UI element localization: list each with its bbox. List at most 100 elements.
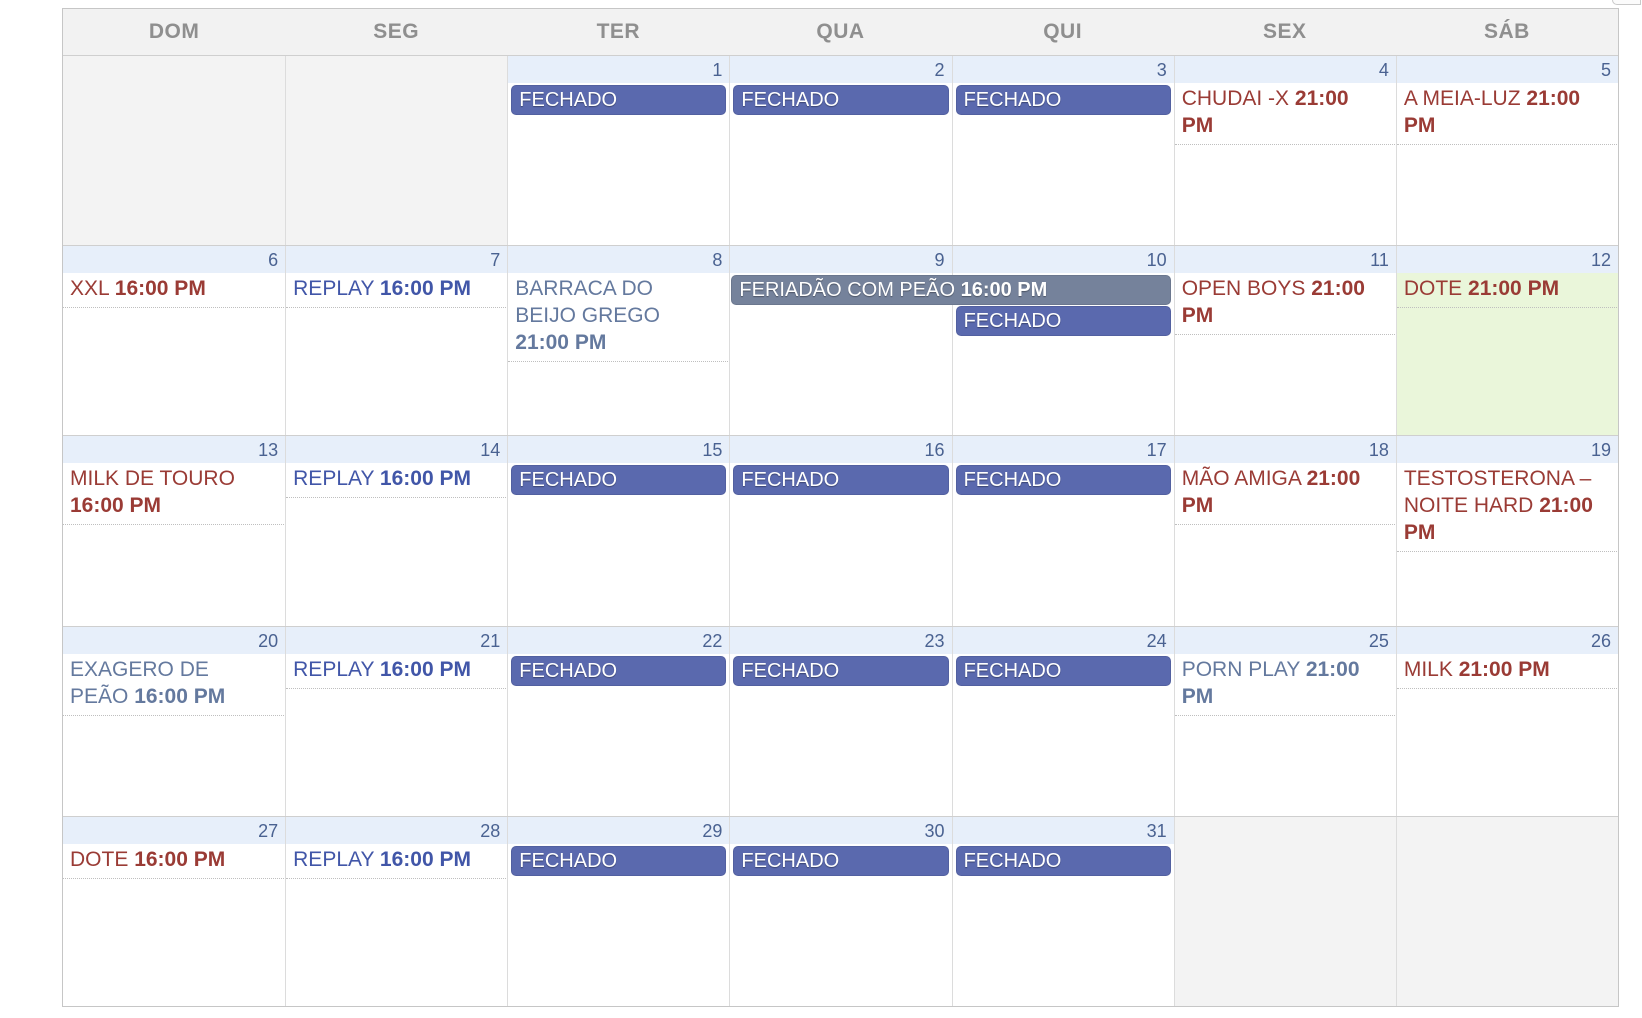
day-cell-12: 12 DOTE 21:00 PM xyxy=(1395,246,1618,436)
day-number-strip: 20 xyxy=(63,626,286,654)
day-number-strip: 2 xyxy=(730,56,952,83)
day-number[interactable]: 9 xyxy=(934,250,945,271)
calendar-event[interactable]: REPLAY 16:00 PM xyxy=(286,273,507,309)
multi-day-event-bar[interactable]: FERIADÃO COM PEÃO 16:00 PM xyxy=(731,275,1171,306)
event-time: 21:00 PM xyxy=(1181,87,1349,137)
day-number[interactable]: 26 xyxy=(1590,630,1611,651)
event-chip-fechado[interactable]: FECHADO xyxy=(733,845,949,876)
day-number[interactable]: 20 xyxy=(258,630,279,651)
day-number[interactable]: 10 xyxy=(1146,250,1167,271)
event-title: REPLAY xyxy=(293,847,375,871)
day-number[interactable]: 5 xyxy=(1600,60,1611,80)
event-chip-fechado[interactable]: FECHADO xyxy=(733,85,949,115)
day-number[interactable]: 8 xyxy=(712,250,723,271)
day-cell-7: 7 REPLAY 16:00 PM xyxy=(285,246,508,436)
day-number-strip: 31 xyxy=(952,816,1174,844)
day-number[interactable]: 31 xyxy=(1146,820,1167,841)
day-cell-19: 19 TESTOSTERONA – NOITE HARD 21:00 PM xyxy=(1395,436,1618,626)
day-number-strip: 23 xyxy=(730,626,952,654)
event-title: DOTE xyxy=(1403,277,1463,301)
day-cell-13: 13 MILK DE TOURO 16:00 PM xyxy=(63,436,286,626)
event-chip-fechado[interactable]: FECHADO xyxy=(511,845,727,876)
calendar-event[interactable]: TESTOSTERONA – NOITE HARD 21:00 PM xyxy=(1396,463,1617,553)
event-chip-fechado[interactable]: FECHADO xyxy=(511,85,727,115)
event-time: 21:00 PM xyxy=(1468,277,1560,301)
calendar-event[interactable]: REPLAY 16:00 PM xyxy=(286,654,507,689)
day-number[interactable]: 13 xyxy=(258,440,279,461)
calendar-event[interactable]: REPLAY 16:00 PM xyxy=(286,844,507,879)
calendar-event[interactable]: MÃO AMIGA 21:00 PM xyxy=(1174,463,1395,526)
event-chip-fechado[interactable]: FECHADO xyxy=(955,465,1171,496)
calendar-event[interactable]: MILK DE TOURO 16:00 PM xyxy=(63,463,285,526)
day-number[interactable]: 11 xyxy=(1370,250,1389,271)
event-time: 16:00 PM xyxy=(134,684,226,708)
day-cell-25: 25 PORN PLAY 21:00 PM xyxy=(1173,626,1396,816)
day-number[interactable]: 25 xyxy=(1368,630,1389,651)
event-chip-fechado[interactable]: FECHADO xyxy=(511,465,727,496)
event-chip-fechado[interactable]: FECHADO xyxy=(955,655,1171,686)
day-number[interactable]: 15 xyxy=(702,440,723,461)
day-number[interactable]: 14 xyxy=(480,440,501,461)
day-number-strip: 18 xyxy=(1174,436,1396,464)
day-number[interactable]: 1 xyxy=(712,60,723,80)
event-chip-fechado[interactable]: FECHADO xyxy=(733,465,949,496)
calendar-event[interactable]: REPLAY 16:00 PM xyxy=(286,463,507,499)
day-number-strip: 25 xyxy=(1174,626,1396,654)
outside-month-cell xyxy=(1395,816,1618,1007)
day-number[interactable]: 17 xyxy=(1146,440,1167,461)
day-number[interactable]: 18 xyxy=(1368,440,1389,461)
day-number[interactable]: 16 xyxy=(924,440,945,461)
event-time: 16:00 PM xyxy=(379,657,471,681)
event-chip-fechado[interactable]: FECHADO xyxy=(955,306,1171,337)
day-number[interactable]: 7 xyxy=(490,250,501,271)
day-cell-30: 30 FECHADO xyxy=(729,816,952,1007)
calendar-event[interactable]: CHUDAI -X 21:00 PM xyxy=(1174,83,1395,145)
event-time: 21:00 PM xyxy=(1181,277,1365,328)
day-number[interactable]: 23 xyxy=(924,630,945,651)
day-number[interactable]: 6 xyxy=(268,250,279,271)
day-number[interactable]: 24 xyxy=(1146,630,1167,651)
day-number-strip: 1 xyxy=(508,56,730,83)
day-number[interactable]: 28 xyxy=(480,820,501,841)
day-number-strip: 15 xyxy=(508,436,730,464)
calendar-event[interactable]: DOTE 16:00 PM xyxy=(63,844,285,879)
event-chip-fechado[interactable]: FECHADO xyxy=(733,655,949,686)
event-time: 16:00 PM xyxy=(379,847,471,871)
weekday-header-sáb: SÁB xyxy=(1483,20,1530,43)
day-number[interactable]: 29 xyxy=(702,820,723,841)
calendar-event[interactable]: OPEN BOYS 21:00 PM xyxy=(1174,273,1395,336)
day-number[interactable]: 4 xyxy=(1378,60,1389,80)
event-chip-fechado[interactable]: FECHADO xyxy=(955,85,1171,115)
day-number-strip: 6 xyxy=(63,246,286,274)
day-number[interactable]: 22 xyxy=(702,630,723,651)
event-title: MILK xyxy=(1403,657,1453,681)
calendar-event[interactable]: XXL 16:00 PM xyxy=(63,273,285,309)
event-title: MILK DE TOURO xyxy=(70,467,235,491)
event-title: TESTOSTERONA – NOITE HARD xyxy=(1403,467,1592,518)
weekday-header-sex: SEX xyxy=(1263,20,1307,43)
day-cell-29: 29 FECHADO xyxy=(507,816,730,1007)
calendar-event[interactable]: EXAGERO DE PEÃO 16:00 PM xyxy=(63,654,285,716)
day-cell-5: 5 A MEIA-LUZ 21:00 PM xyxy=(1395,56,1618,246)
event-time: 16:00 PM xyxy=(70,494,162,518)
day-number[interactable]: 19 xyxy=(1590,440,1611,461)
event-time: 16:00 PM xyxy=(134,847,226,871)
event-chip-fechado[interactable]: FECHADO xyxy=(511,655,727,686)
event-title: FERIADÃO COM PEÃO xyxy=(739,279,956,302)
day-number[interactable]: 3 xyxy=(1156,60,1167,80)
day-number[interactable]: 30 xyxy=(924,820,945,841)
week-row: 20 EXAGERO DE PEÃO 16:00 PM 21 REPLAY 16:00… xyxy=(63,625,1618,816)
calendar-event[interactable]: BARRACA DO BEIJO GREGO 21:00 PM xyxy=(508,273,729,363)
day-number[interactable]: 12 xyxy=(1590,250,1611,271)
day-number[interactable]: 27 xyxy=(258,820,279,841)
event-chip-fechado[interactable]: FECHADO xyxy=(955,845,1171,876)
day-number[interactable]: 21 xyxy=(480,630,501,651)
calendar-event[interactable]: DOTE 21:00 PM xyxy=(1396,273,1617,309)
event-title: MÃO AMIGA xyxy=(1181,467,1301,491)
calendar-event[interactable]: MILK 21:00 PM xyxy=(1396,654,1617,689)
calendar-event[interactable]: PORN PLAY 21:00 PM xyxy=(1174,654,1395,716)
weekday-header-qua: QUA xyxy=(816,20,865,43)
day-number-strip: 28 xyxy=(286,816,508,844)
day-number[interactable]: 2 xyxy=(934,60,945,80)
calendar-event[interactable]: A MEIA-LUZ 21:00 PM xyxy=(1396,83,1617,145)
